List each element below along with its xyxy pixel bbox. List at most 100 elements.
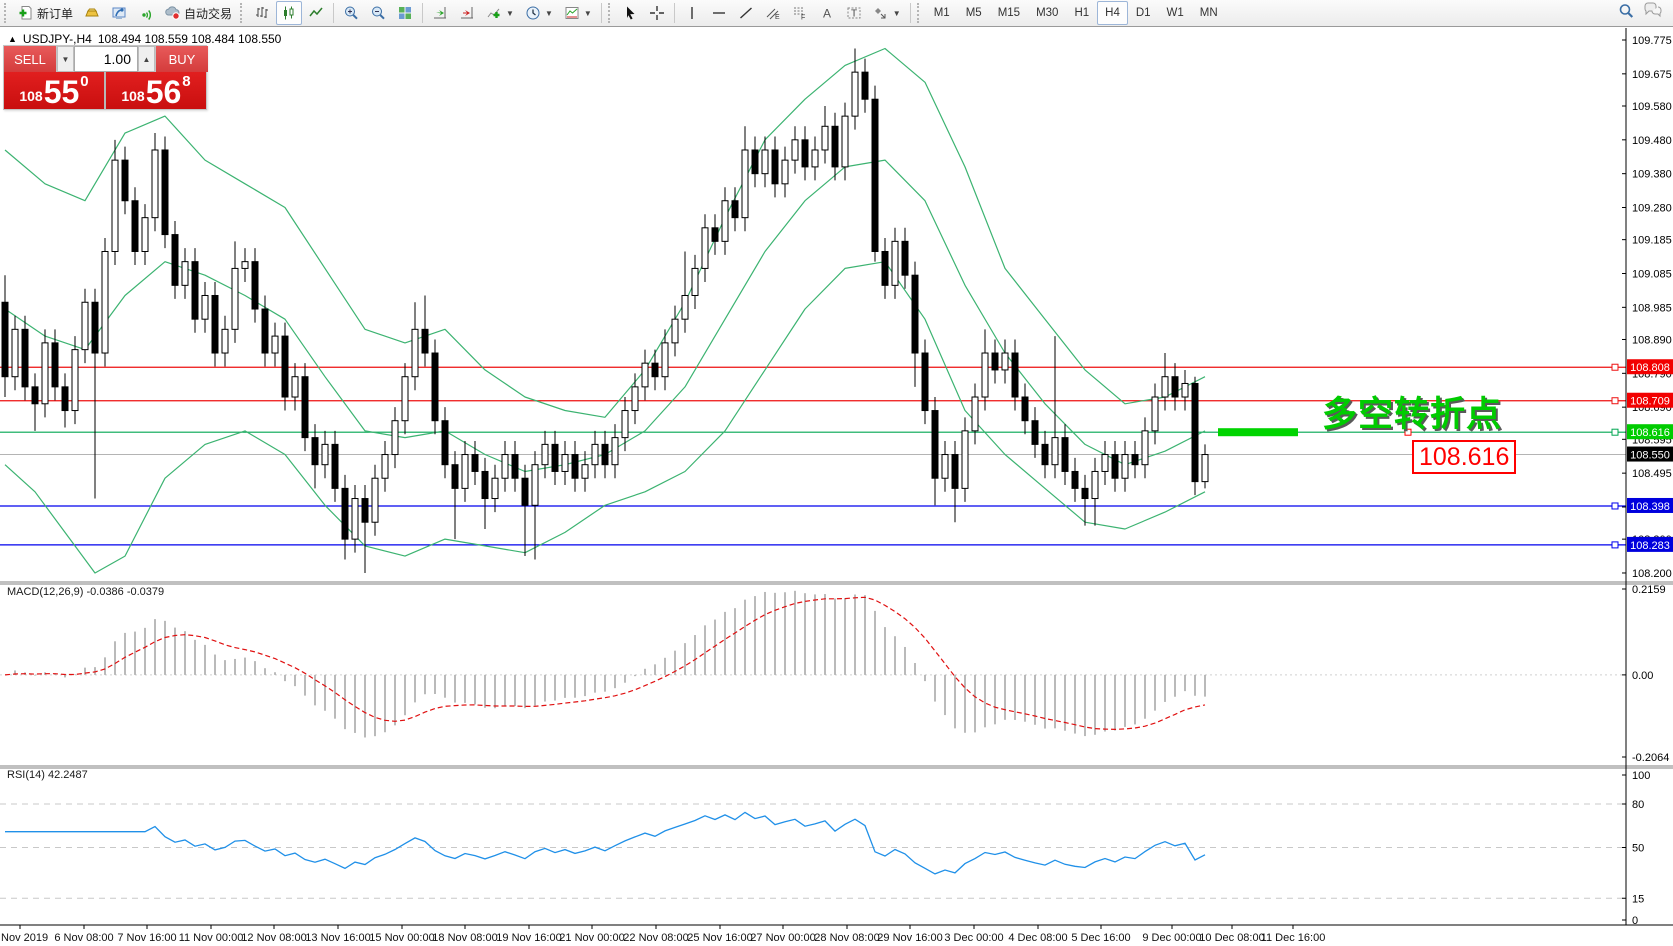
zoom-in-button[interactable] [338,1,364,25]
timeframe-d1[interactable]: D1 [1135,7,1151,19]
timeframe-mn[interactable]: MN [1199,7,1218,19]
candlestick-button[interactable] [276,1,303,25]
fibonacci-tool-button[interactable]: F [787,1,813,25]
chart-canvas[interactable]: 109.775 109.675 109.580 109.480 109.380 109.2… [0,28,1673,946]
auto-scroll-button[interactable] [427,1,453,25]
timeframe-h4[interactable]: H4 [1097,1,1128,25]
toolbar-separator [600,3,602,23]
chevron-down-icon: ▼ [544,8,553,18]
vertical-line-tool-button[interactable] [679,1,705,25]
macd-tick-label: 0.00 [1632,670,1653,682]
toolbar: 新订单 自动交易 [0,0,1673,27]
candle-body [111,159,119,252]
candle-body [201,294,209,320]
templates-button[interactable]: ▼ [559,1,597,25]
chart-symbol-period: USDJPY-,H4 [22,32,92,46]
candle-body [721,200,729,242]
new-order-button[interactable]: 新订单 [13,1,78,25]
volume-up-button[interactable]: ▲ [138,46,155,72]
signals-button[interactable] [133,1,159,25]
time-tick-label: 10 Dec 08:00 [1199,932,1264,944]
toolbar-grip[interactable] [4,3,10,23]
candle-body [731,200,739,219]
candle-body [1,301,9,378]
line-chart-button[interactable] [303,1,329,25]
callout-anchor-handle[interactable] [1404,428,1412,436]
sell-price[interactable]: 108 55 0 [4,72,104,109]
candle-body [571,454,579,479]
zoom-out-button[interactable] [365,1,391,25]
timeframe-m1[interactable]: M1 [933,7,950,19]
buy-button[interactable]: BUY [156,46,208,72]
time-tick-label: 21 Nov 00:00 [559,932,624,944]
timeframe-m30[interactable]: M30 [1036,7,1059,19]
support-highlight-segment[interactable] [1218,428,1298,437]
trendline-tool-button[interactable] [733,1,759,25]
candle-body [31,386,39,405]
rsi-line [5,811,1206,875]
tile-windows-button[interactable] [392,1,418,25]
chat-icon[interactable] [1643,2,1663,25]
sell-price-pip: 0 [80,73,89,90]
hline-handle[interactable] [1611,502,1619,510]
shapes-button[interactable]: ▼ [868,1,906,25]
price-callout[interactable]: 108.616 [1412,440,1517,474]
horizontal-line-tool-button[interactable] [706,1,732,25]
buy-price[interactable]: 108 56 8 [106,72,206,109]
zoom-out-icon [370,5,386,21]
candle-body [21,328,29,388]
autotrading-button[interactable]: 自动交易 [160,1,237,25]
candle-body [131,200,139,253]
annotation-text[interactable]: 多空转折点 [1322,395,1503,434]
sell-button[interactable]: SELL [4,46,56,72]
deposit-button[interactable] [79,1,105,25]
search-icon[interactable] [1617,2,1635,25]
timeframe-m5[interactable]: M5 [965,7,982,19]
candle-body [541,443,549,466]
candle-body [781,159,789,185]
buy-price-pip: 8 [182,73,191,90]
channel-tool-button[interactable]: E [760,1,786,25]
bar-chart-button[interactable] [249,1,275,25]
toolbar-grip[interactable] [240,3,246,23]
candle-body [751,149,759,175]
tile-windows-icon [397,5,413,21]
timeframe-w1[interactable]: W1 [1166,7,1184,19]
candle-body [961,430,969,489]
candle-body [691,267,699,296]
timeframe-h1[interactable]: H1 [1074,7,1090,19]
toolbar-grip[interactable] [607,3,614,23]
hline-handle[interactable] [1611,363,1619,371]
macd-tick-label: -0.2064 [1632,752,1669,764]
toolbar-grip[interactable] [916,3,923,23]
crosshair-tool-button[interactable] [644,1,670,25]
volume-input[interactable] [74,46,138,72]
time-tick-label: 5 Nov 2019 [0,932,48,944]
text-label-tool-button[interactable]: T [841,1,867,25]
volume-down-button[interactable]: ▼ [57,46,74,72]
current-price-badge-label: 108.550 [1630,450,1670,462]
chart-title: ▲ USDJPY-,H4 108.494 108.559 108.484 108… [8,32,281,46]
text-label-icon: T [846,5,862,21]
time-tick-label: 5 Dec 16:00 [1071,932,1130,944]
text-icon: A [819,5,835,21]
timeframe-m15[interactable]: M15 [997,7,1021,19]
hline-handle[interactable] [1611,428,1619,436]
fibonacci-icon: F [792,5,808,21]
text-tool-button[interactable]: A [814,1,840,25]
cursor-tool-button[interactable] [617,1,643,25]
toolbar-separator [909,3,911,23]
chart-shift-button[interactable] [454,1,480,25]
time-tick-label: 19 Nov 16:00 [496,932,561,944]
indicators-button[interactable]: ▼ [481,1,519,25]
candle-body [81,301,89,351]
time-tick-label: 29 Nov 16:00 [877,932,942,944]
candle-body [1031,420,1039,445]
candle-body [1081,487,1089,500]
candle-body [61,386,69,412]
hline-handle[interactable] [1611,541,1619,549]
periods-button[interactable]: ▼ [520,1,558,25]
collapse-trade-panel-icon[interactable]: ▲ [8,34,17,44]
metaeditor-button[interactable] [106,1,132,25]
hline-handle[interactable] [1611,397,1619,405]
